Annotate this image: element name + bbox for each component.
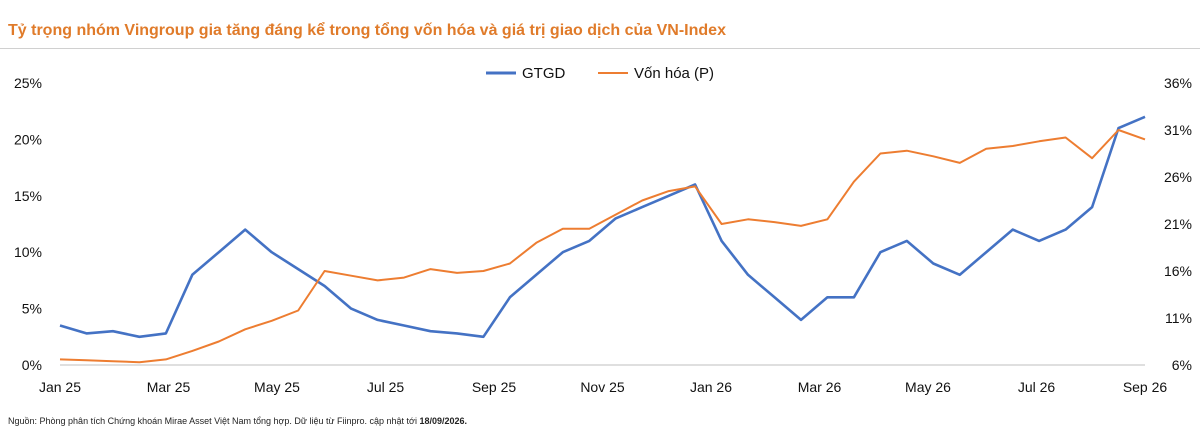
source-note: Nguồn: Phòng phân tích Chứng khoán Mirae… — [8, 416, 467, 426]
x-tick-label: Sep 26 — [1123, 379, 1168, 395]
source-date: 18/09/2026. — [419, 416, 467, 426]
legend-label: GTGD — [522, 65, 565, 82]
y-left-tick-label: 20% — [14, 131, 42, 147]
y-right-tick-label: 16% — [1164, 263, 1192, 279]
x-tick-label: Mar 26 — [798, 379, 842, 395]
x-tick-label: Jul 26 — [1018, 379, 1056, 395]
x-tick-label: Jan 25 — [39, 379, 81, 395]
chart-legend: GTGD Vốn hóa (P) — [486, 65, 714, 82]
line-chart: GTGD Vốn hóa (P) Jan 25 Mar 25 May 25 Jul 25… — [14, 65, 1192, 395]
title-divider — [0, 48, 1200, 49]
y-right-tick-label: 21% — [1164, 216, 1192, 232]
series-line-von-hoa — [59, 129, 1146, 364]
y-left-tick-label: 0% — [22, 357, 42, 373]
y-right-tick-label: 31% — [1164, 122, 1192, 138]
x-tick-label: Jul 25 — [367, 379, 405, 395]
legend-label: Vốn hóa (P) — [634, 65, 714, 82]
source-text: Nguồn: Phòng phân tích Chứng khoán Mirae… — [8, 416, 420, 426]
series-line-gtgd — [59, 115, 1146, 339]
x-tick-label: Sep 25 — [472, 379, 517, 395]
x-tick-label: Jan 26 — [690, 379, 732, 395]
y-left-tick-label: 5% — [22, 301, 42, 317]
chart-ticks: Jan 25 Mar 25 May 25 Jul 25 Sep 25 Nov 25 Jan … — [14, 75, 1192, 395]
y-right-tick-label: 26% — [1164, 169, 1192, 185]
y-right-tick-label: 36% — [1164, 75, 1192, 91]
y-left-tick-label: 25% — [14, 75, 42, 91]
chart-title: Tỷ trọng nhóm Vingroup gia tăng đáng kể … — [8, 22, 726, 39]
y-right-tick-label: 11% — [1165, 310, 1192, 326]
y-left-tick-label: 15% — [14, 188, 42, 204]
y-right-tick-label: 6% — [1172, 357, 1192, 373]
x-tick-label: May 25 — [254, 379, 300, 395]
y-left-tick-label: 10% — [14, 244, 42, 260]
x-tick-label: Mar 25 — [147, 379, 191, 395]
x-tick-label: Nov 25 — [580, 379, 625, 395]
chart-series — [59, 115, 1146, 364]
x-tick-label: May 26 — [905, 379, 951, 395]
